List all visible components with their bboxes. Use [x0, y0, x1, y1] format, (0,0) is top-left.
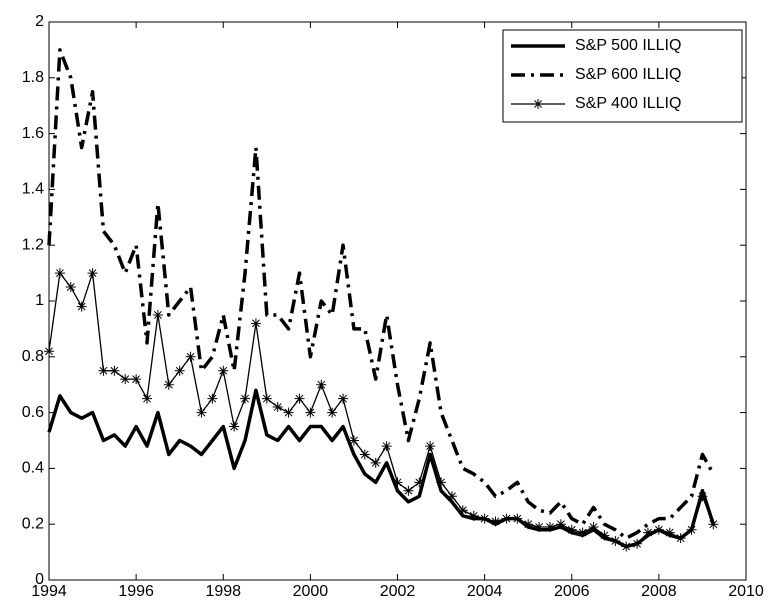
marker	[610, 535, 621, 546]
marker	[131, 374, 142, 385]
marker	[457, 505, 468, 516]
marker	[348, 435, 359, 446]
y-tick-label: 0.8	[22, 348, 44, 365]
y-tick-label: 1	[35, 292, 44, 309]
marker	[632, 538, 643, 549]
x-tick-label: 1994	[31, 583, 67, 600]
marker	[555, 519, 566, 530]
marker	[533, 99, 543, 109]
marker	[152, 309, 163, 320]
y-tick-label: 0.2	[22, 515, 44, 532]
marker	[708, 519, 719, 530]
y-tick-label: 1.6	[22, 125, 44, 142]
marker	[381, 441, 392, 452]
marker	[479, 513, 490, 524]
y-tick-label: 0	[35, 571, 44, 588]
legend-label: S&P 600 ILLIQ	[575, 66, 681, 83]
marker	[283, 407, 294, 418]
marker	[392, 477, 403, 488]
marker	[272, 402, 283, 413]
marker	[697, 491, 708, 502]
marker	[261, 393, 272, 404]
marker	[87, 268, 98, 279]
marker	[588, 521, 599, 532]
marker	[621, 541, 632, 552]
marker	[327, 407, 338, 418]
marker	[577, 527, 588, 538]
marker	[44, 346, 54, 357]
marker	[76, 301, 87, 312]
legend-label: S&P 500 ILLIQ	[575, 37, 681, 54]
marker	[686, 524, 697, 535]
marker	[534, 521, 545, 532]
y-tick-label: 0.6	[22, 404, 44, 421]
marker	[403, 485, 414, 496]
x-tick-label: 2002	[380, 583, 416, 600]
marker	[174, 365, 185, 376]
marker	[370, 457, 381, 468]
marker	[142, 393, 153, 404]
y-tick-label: 0.4	[22, 460, 44, 477]
marker	[599, 530, 610, 541]
marker	[490, 516, 501, 527]
x-tick-label: 2000	[293, 583, 329, 600]
marker	[642, 527, 653, 538]
marker	[425, 441, 436, 452]
marker	[664, 527, 675, 538]
marker	[316, 379, 327, 390]
marker	[163, 379, 174, 390]
marker	[566, 524, 577, 535]
marker	[240, 393, 251, 404]
x-tick-label: 2010	[728, 583, 764, 600]
marker	[675, 533, 686, 544]
marker	[120, 374, 131, 385]
marker	[338, 393, 349, 404]
legend: S&P 500 ILLIQ S&P 600 ILLIQ S&P 400 ILLIQ	[502, 29, 743, 123]
marker	[65, 282, 76, 293]
marker	[218, 365, 229, 376]
marker	[54, 268, 65, 279]
marker	[305, 407, 316, 418]
marker	[512, 513, 523, 524]
marker	[196, 407, 207, 418]
marker	[229, 421, 240, 432]
marker	[436, 477, 447, 488]
marker	[359, 449, 370, 460]
marker	[544, 521, 555, 532]
y-tick-label: 1.8	[22, 69, 44, 86]
y-tick-label: 1.2	[22, 236, 44, 253]
marker	[207, 393, 218, 404]
marker	[98, 365, 109, 376]
marker	[446, 491, 457, 502]
marker	[468, 510, 479, 521]
y-tick-label: 2	[35, 13, 44, 30]
marker	[414, 477, 425, 488]
marker	[501, 513, 512, 524]
x-tick-label: 1998	[205, 583, 241, 600]
marker	[294, 393, 305, 404]
marker	[523, 519, 534, 530]
marker	[185, 351, 196, 362]
legend-label: S&P 400 ILLIQ	[575, 95, 681, 112]
x-tick-label: 1996	[118, 583, 154, 600]
x-tick-label: 2004	[467, 583, 503, 600]
x-tick-label: 2006	[554, 583, 590, 600]
marker	[653, 524, 664, 535]
marker	[109, 365, 120, 376]
x-tick-label: 2008	[641, 583, 677, 600]
y-tick-label: 1.4	[22, 181, 44, 198]
marker	[250, 318, 261, 329]
